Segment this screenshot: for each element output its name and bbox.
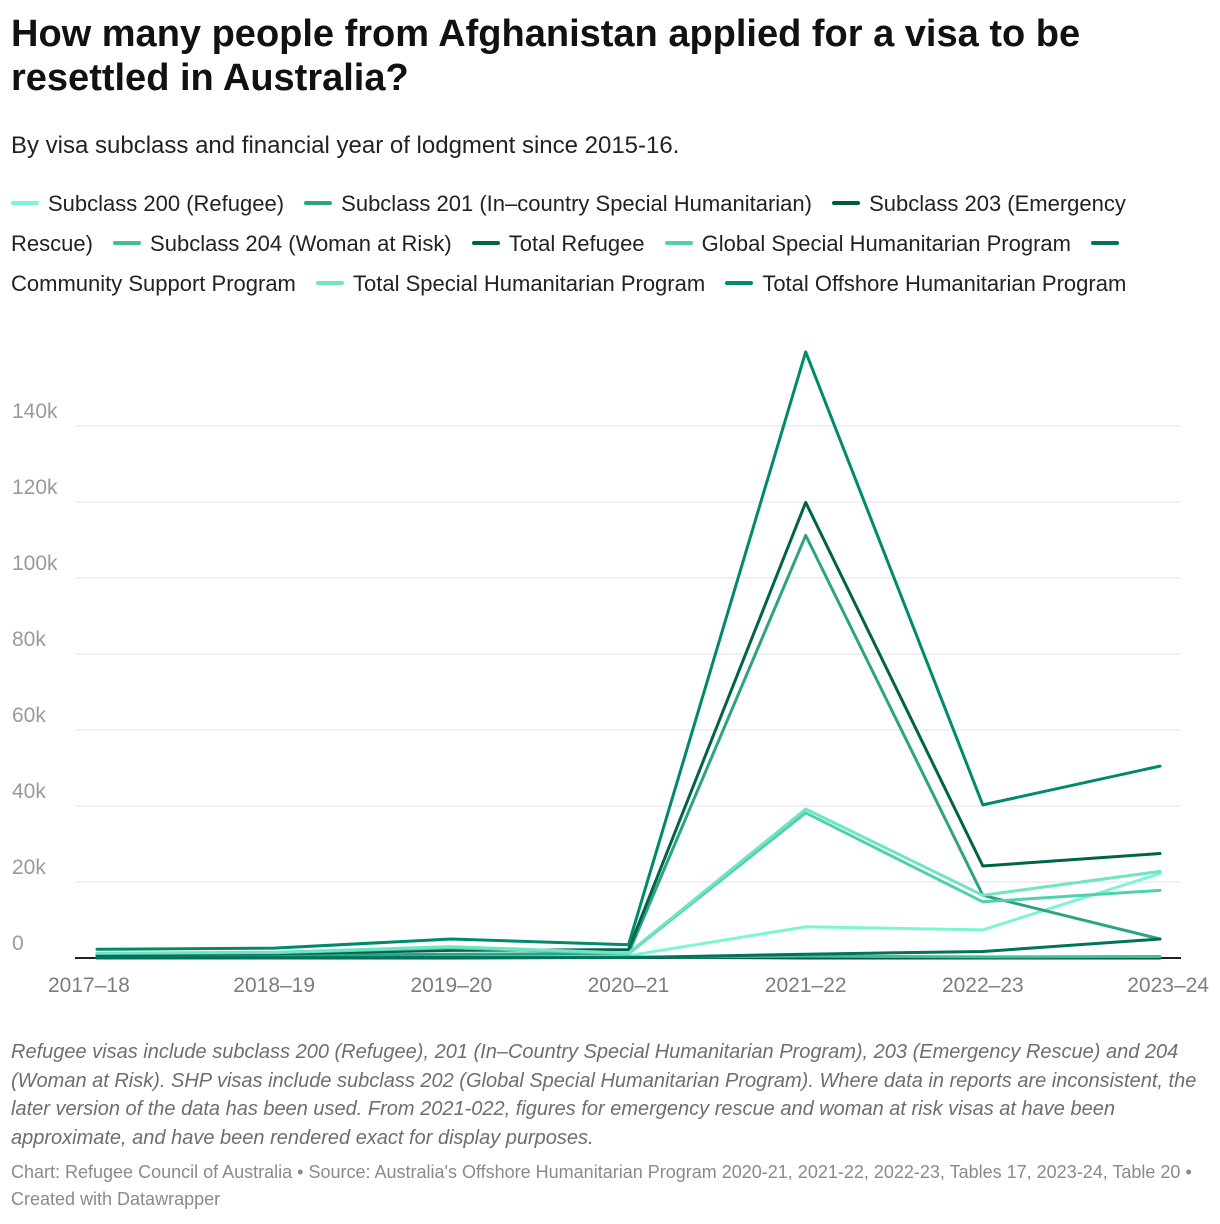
legend-item: Total Refugee — [471, 231, 645, 256]
legend-label: Subclass 204 (Woman at Risk) — [150, 231, 452, 256]
legend-swatch — [832, 201, 861, 206]
legend-item: Subclass 203 (Emergency Rescue) — [11, 191, 1126, 256]
legend-swatch — [304, 201, 333, 206]
chart-subtitle: By visa subclass and financial year of l… — [11, 132, 680, 159]
x-tick-label: 2017–18 — [48, 974, 130, 997]
legend-label: Global Special Humanitarian Program — [701, 231, 1071, 256]
series-line — [95, 811, 1162, 956]
legend-item: Total Special Humanitarian Program — [316, 271, 705, 296]
legend-swatch — [664, 241, 693, 246]
legend-item: Subclass 200 (Refugee) — [11, 191, 284, 216]
x-tick-label: 2022–23 — [942, 974, 1024, 997]
legend-swatch — [725, 281, 754, 286]
x-tick-label: 2023–24 — [1127, 974, 1209, 997]
x-tick-label: 2019–20 — [410, 974, 492, 997]
x-tick-label: 2021–22 — [765, 974, 847, 997]
legend-label: Total Refugee — [508, 231, 645, 256]
y-tick-label: 40k — [12, 780, 46, 803]
legend-item: Total Offshore Humanitarian Program — [725, 271, 1126, 296]
legend-swatch — [316, 281, 345, 286]
legend-label: Total Offshore Humanitarian Program — [762, 271, 1127, 296]
y-tick-label: 0 — [12, 932, 24, 955]
legend-item: Subclass 204 (Woman at Risk) — [113, 231, 452, 256]
series-line — [95, 350, 1162, 951]
y-tick-label: 120k — [12, 476, 58, 499]
y-tick-label: 20k — [12, 856, 46, 879]
line-chart: 0 20k 40k 60k 80k 100k 120k 140k 2017–18 2018–19… — [12, 350, 1209, 997]
legend-swatch — [113, 241, 142, 246]
legend-label: Community Support Program — [11, 271, 296, 296]
legend-item: Subclass 201 (In–country Special Humanit… — [304, 191, 812, 216]
legend-label: Subclass 200 (Refugee) — [48, 191, 285, 216]
y-tick-label: 140k — [12, 400, 58, 423]
x-tick-label: 2018–19 — [233, 974, 315, 997]
legend-label: Subclass 201 (In–country Special Humanit… — [341, 191, 812, 216]
series-line — [95, 807, 1162, 955]
legend-label: Subclass 203 (Emergency Rescue) — [11, 191, 1126, 256]
series-line — [95, 500, 1162, 957]
y-tick-label: 80k — [12, 628, 46, 651]
x-tick-label: 2020–21 — [588, 974, 670, 997]
legend-swatch — [1091, 241, 1120, 246]
legend: Subclass 200 (Refugee) Subclass 201 (In–… — [11, 184, 1206, 304]
chart-notes: Refugee visas include subclass 200 (Refu… — [11, 1041, 1197, 1149]
y-tick-label: 60k — [12, 704, 46, 727]
chart-title: How many people from Afghanistan applied… — [11, 13, 1081, 99]
y-tick-label: 100k — [12, 552, 58, 575]
legend-label: Total Special Humanitarian Program — [353, 271, 706, 296]
legend-item: Global Special Humanitarian Program — [664, 231, 1071, 256]
legend-swatch — [11, 201, 39, 206]
legend-item: Community Support Program — [11, 231, 1128, 296]
chart-source: Chart: Refugee Council of Australia • So… — [11, 1162, 1192, 1209]
series-line — [95, 937, 1162, 960]
legend-swatch — [471, 241, 500, 246]
